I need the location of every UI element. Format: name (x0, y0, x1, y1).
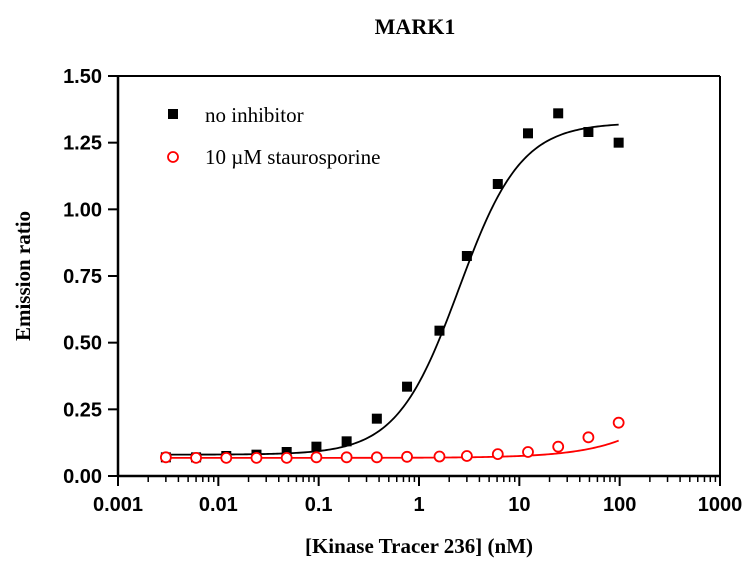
data-point-series-2 (190, 451, 202, 464)
x-tick-label: 1000 (698, 494, 743, 516)
y-tick-label: 1.50 (63, 66, 102, 88)
fit-curve-series-1 (165, 123, 619, 456)
x-tick-label: 0.001 (93, 494, 143, 516)
data-point-series-1 (613, 137, 624, 148)
legend-label-staurosporine: 10 µM staurosporine (205, 145, 380, 169)
data-point-series-2 (310, 451, 323, 464)
data-points (159, 108, 625, 464)
legend-marker-open-circle (167, 151, 179, 163)
y-tick-label: 1.25 (63, 133, 102, 155)
legend-marker-filled-square (168, 109, 178, 119)
plot-area (116, 75, 721, 478)
data-point-series-2 (612, 416, 625, 429)
data-point-series-1 (492, 179, 503, 189)
fit-curve-series-2 (165, 439, 619, 459)
data-point-series-1 (522, 128, 533, 139)
data-point-series-2 (370, 451, 383, 464)
x-tick-label: 0.01 (199, 494, 238, 516)
x-tick-label: 10 (508, 494, 530, 516)
x-tick-label: 1 (413, 494, 424, 516)
data-point-series-2 (582, 431, 595, 444)
data-point-series-2 (491, 448, 504, 461)
legend-label-no-inhibitor: no inhibitor (205, 103, 304, 127)
data-point-series-1 (402, 381, 413, 392)
y-tick-label: 1.00 (63, 199, 102, 221)
y-axis-label: Emission ratio (11, 211, 35, 341)
data-point-series-1 (371, 413, 382, 424)
y-axis-ticks: 0.00 0.25 0.50 0.75 1.00 1.25 1.50 (63, 66, 118, 488)
legend: no inhibitor 10 µM staurosporine (167, 103, 380, 169)
data-point-series-1 (461, 251, 472, 261)
data-point-series-1 (553, 108, 564, 119)
data-point-series-2 (552, 440, 565, 453)
data-point-series-1 (583, 127, 594, 137)
y-tick-label: 0.00 (63, 466, 102, 488)
data-point-series-2 (159, 451, 172, 464)
x-tick-label: 0.1 (305, 494, 333, 516)
chart-title: MARK1 (375, 14, 456, 39)
fit-curves (165, 123, 619, 459)
x-tick-label: 100 (603, 494, 636, 516)
y-tick-label: 0.75 (63, 266, 102, 288)
x-axis-label: [Kinase Tracer 236] (nM) (305, 534, 533, 558)
data-point-series-2 (280, 451, 293, 464)
y-tick-label: 0.50 (63, 333, 102, 355)
data-point-series-2 (433, 450, 446, 463)
y-tick-label: 0.25 (63, 399, 102, 421)
data-point-series-1 (341, 436, 352, 447)
data-point-series-2 (522, 446, 534, 458)
data-point-series-1 (434, 325, 445, 336)
data-point-series-2 (401, 450, 413, 463)
data-point-series-2 (250, 451, 263, 464)
data-point-series-2 (220, 451, 233, 464)
x-axis-ticks: 0.001 0.01 0.1 1 10 100 1000 (93, 476, 742, 516)
data-point-series-2 (460, 450, 473, 462)
data-point-series-2 (340, 451, 353, 464)
data-point-series-1 (311, 441, 322, 452)
